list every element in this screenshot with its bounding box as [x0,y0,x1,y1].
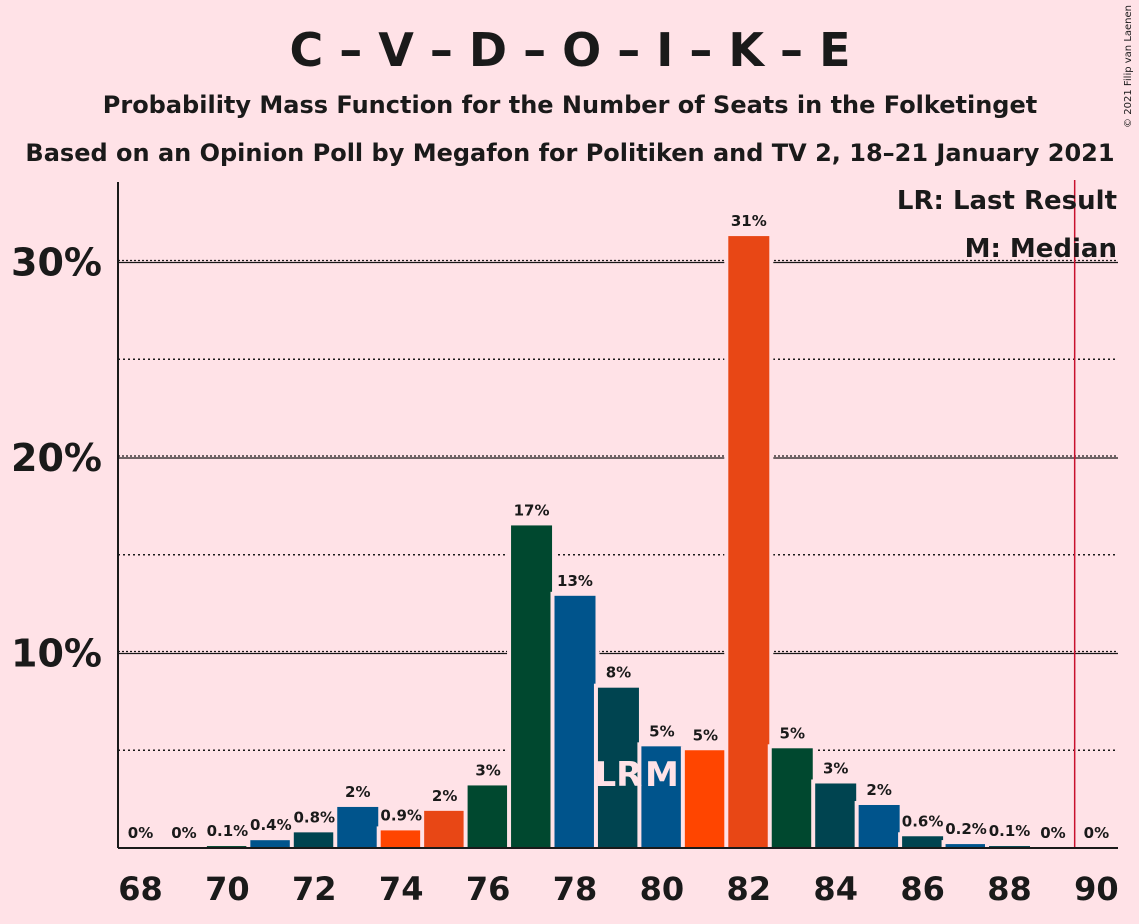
y-tick-label: 20% [11,436,102,480]
y-tick-label: 30% [11,241,102,285]
bar [684,750,726,848]
value-label: 0% [1040,824,1065,842]
x-tick-label: 86 [900,870,945,908]
last-result-marker: LR [595,755,643,795]
bar [337,806,379,848]
bar [250,840,292,848]
value-label: 31% [731,212,767,230]
x-tick-label: 76 [466,870,511,908]
value-label: 8% [606,664,631,682]
value-label: 0.4% [250,816,292,834]
bar [771,748,813,848]
gridlines [118,259,1118,751]
x-tick-label: 90 [1074,870,1119,908]
chart-subtitle-2: Based on an Opinion Poll by Megafon for … [25,139,1114,167]
x-tick-label: 78 [553,870,598,908]
value-label: 2% [432,787,457,805]
value-label: 0.2% [945,820,987,838]
value-label: 5% [693,726,718,744]
value-label: 0.1% [989,822,1031,840]
value-label: 5% [649,722,674,740]
legend-median: M: Median [965,234,1117,264]
value-label: 0.6% [902,812,944,830]
x-tick-label: 80 [640,870,685,908]
bar [902,836,944,848]
copyright-note: © 2021 Filip van Laenen [1123,5,1134,128]
value-label: 3% [475,761,500,779]
y-tick-label: 10% [11,632,102,676]
x-tick-label: 84 [813,870,858,908]
bar-halo [202,842,252,848]
value-label: 0% [128,824,153,842]
value-label: 0.9% [380,806,422,824]
bar [424,810,466,848]
value-label: 17% [514,501,550,519]
bar [641,746,683,848]
bars-group [202,232,1034,848]
value-label: 0% [171,824,196,842]
value-label: 0.8% [293,808,335,826]
bar [728,236,770,848]
chart-title: C – V – D – O – I – K – E [289,23,850,77]
x-tick-label: 72 [292,870,337,908]
value-label: 2% [345,783,370,801]
bar-halo [985,842,1034,848]
x-tick-label: 74 [379,870,424,908]
axes-group: 10% 20% 30% 68 70 72 74 76 78 80 82 84 86 88 90 [11,180,1119,908]
value-label: 13% [557,572,593,590]
bar [858,804,900,848]
bar [945,844,987,848]
x-tick-label: 70 [205,870,250,908]
x-tick-label: 82 [727,870,772,908]
median-marker: M [645,755,679,795]
bar [815,783,857,848]
value-label: 0.1% [207,822,249,840]
x-tick-label: 88 [987,870,1032,908]
bar [380,830,422,848]
bar [597,687,639,848]
chart-subtitle-1: Probability Mass Function for the Number… [103,91,1037,119]
bar [511,525,553,848]
bar [554,595,596,848]
markers-group: LR M [595,755,679,795]
bar [467,785,509,848]
bar [293,832,335,848]
x-tick-label: 68 [118,870,163,908]
value-label: 3% [823,759,848,777]
value-label: 0% [1084,824,1109,842]
bar-halo [941,840,991,848]
value-label: 2% [866,781,891,799]
legend-last-result: LR: Last Result [897,186,1117,216]
value-label: 5% [780,724,805,742]
value-labels-group: 0% 0% 0.1% 0.4% 0.8%2%0.9%2%3%17%13%8%5% 5%31… [128,212,1109,842]
